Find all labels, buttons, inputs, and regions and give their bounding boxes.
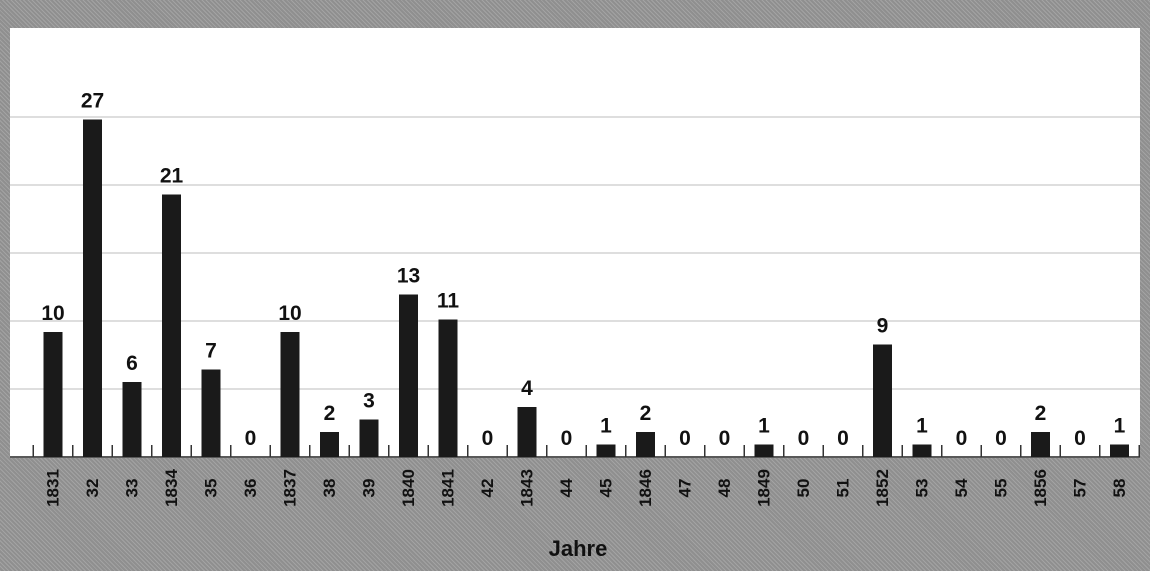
x-axis-ticks: 1831 32 33 1834 35 36 1837 38 39 1840 1841 42 1843 44…: [32, 445, 1140, 507]
x-axis-label: Jahre: [549, 536, 608, 561]
bar-1856: [1031, 432, 1050, 457]
bar-39: [359, 419, 379, 457]
value-label-36: 0: [245, 427, 257, 450]
tick-label-53: 53: [913, 479, 932, 498]
value-label-55: 0: [995, 427, 1007, 450]
tick-label-1831: 1831: [44, 469, 63, 507]
bar-33: [122, 382, 142, 457]
value-label-1843: 4: [521, 377, 533, 400]
value-label-53: 1: [916, 415, 928, 438]
tick-label-38: 38: [320, 479, 339, 498]
bar-1831: [43, 332, 63, 457]
tick-label-47: 47: [676, 479, 695, 498]
tick-label-1846: 1846: [636, 469, 655, 507]
value-label-44: 0: [561, 427, 573, 450]
bar-35: [201, 369, 221, 457]
value-label-47: 0: [679, 427, 691, 450]
tick-label-42: 42: [478, 479, 497, 498]
value-label-57: 0: [1074, 427, 1086, 450]
tick-label-54: 54: [952, 478, 971, 497]
bar-58: [1110, 444, 1129, 457]
tick-label-1840: 1840: [399, 469, 418, 507]
value-label-50: 0: [798, 427, 810, 450]
bar-1852: [873, 344, 892, 457]
value-label-48: 0: [719, 427, 731, 450]
tick-label-44: 44: [557, 478, 576, 497]
tick-label-1849: 1849: [755, 469, 774, 507]
value-label-39: 3: [363, 390, 375, 413]
value-label-58: 1: [1114, 415, 1126, 438]
bar-38: [320, 432, 339, 457]
tick-label-48: 48: [715, 479, 734, 498]
value-label-35: 7: [205, 340, 217, 363]
bar-53: [912, 444, 932, 457]
gridlines: [10, 116, 1140, 458]
value-label-1846: 2: [640, 402, 652, 425]
bar-1840: [399, 294, 418, 457]
tick-label-58: 58: [1110, 479, 1129, 498]
tick-label-55: 55: [992, 479, 1011, 498]
tick-label-1856: 1856: [1031, 469, 1050, 507]
plot-area: [10, 28, 1140, 458]
bar-45: [596, 444, 616, 457]
tick-label-32: 32: [83, 479, 102, 498]
value-label-33: 6: [126, 352, 138, 375]
tick-label-51: 51: [834, 479, 853, 498]
value-label-32: 27: [81, 90, 104, 113]
tick-label-57: 57: [1071, 479, 1090, 498]
bars: [43, 119, 1129, 457]
tick-label-39: 39: [360, 479, 379, 498]
bar-1837: [280, 332, 300, 457]
bar-32: [83, 119, 102, 457]
tick-label-36: 36: [241, 479, 260, 498]
value-label-42: 0: [482, 427, 494, 450]
tick-label-1843: 1843: [518, 469, 537, 507]
value-label-45: 1: [600, 415, 612, 438]
bar-1841: [438, 319, 458, 457]
tick-label-50: 50: [794, 479, 813, 498]
value-label-1849: 1: [758, 415, 770, 438]
tick-label-35: 35: [202, 479, 221, 498]
value-label-1831: 10: [41, 302, 64, 325]
value-label-1841: 11: [437, 290, 460, 313]
value-label-1840: 13: [397, 265, 420, 288]
value-label-1837: 10: [278, 302, 301, 325]
tick-label-1852: 1852: [873, 469, 892, 507]
value-label-1856: 2: [1035, 402, 1047, 425]
bar-1849: [754, 444, 774, 457]
bar-1846: [636, 432, 655, 457]
tick-label-1837: 1837: [281, 469, 300, 507]
tick-label-33: 33: [123, 479, 142, 498]
value-label-51: 0: [837, 427, 849, 450]
tick-label-1834: 1834: [162, 469, 181, 507]
tick-label-45: 45: [597, 479, 616, 498]
tick-label-1841: 1841: [439, 469, 458, 507]
value-label-38: 2: [324, 402, 336, 425]
bar-1843: [517, 407, 537, 457]
value-label-1834: 21: [160, 165, 184, 188]
bar-1834: [162, 194, 181, 457]
value-label-54: 0: [956, 427, 968, 450]
value-label-1852: 9: [877, 315, 889, 338]
